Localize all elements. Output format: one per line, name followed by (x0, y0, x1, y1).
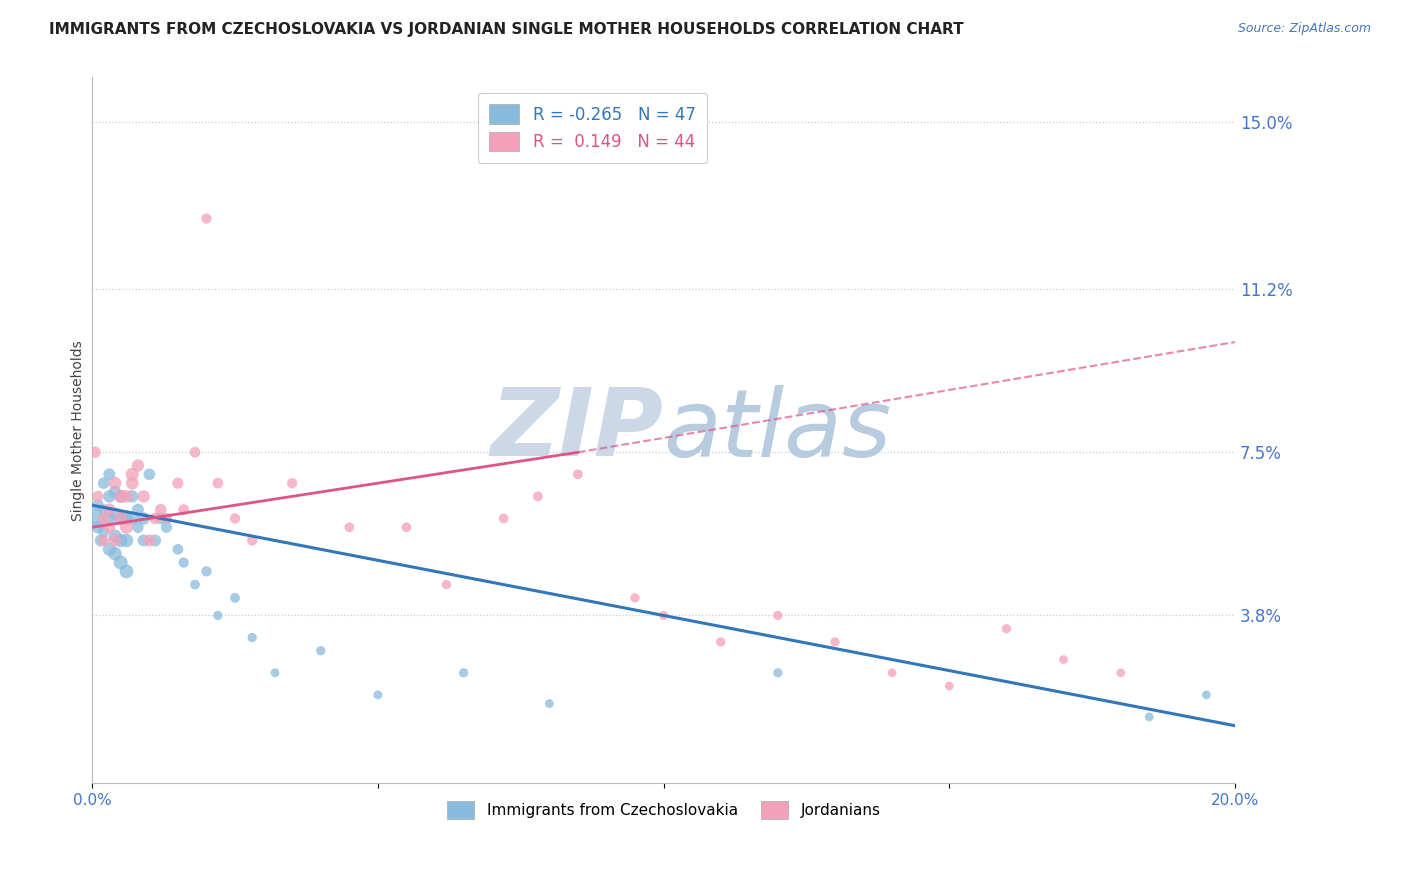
Point (104, 507, 127, 521)
Point (121, 489, 143, 503)
Point (110, 511, 132, 525)
Point (98, 520, 121, 534)
Point (98, 542, 121, 557)
Point (240, 533, 263, 548)
Point (115, 565, 138, 579)
Point (115, 489, 138, 503)
Point (121, 476, 143, 491)
Point (1109, 665, 1132, 680)
Point (93, 511, 115, 525)
Point (337, 520, 360, 534)
Point (87, 489, 110, 503)
Point (104, 485, 127, 500)
Point (395, 520, 418, 534)
Point (309, 644, 332, 658)
Point (538, 697, 561, 711)
Point (121, 467, 143, 482)
Point (93, 533, 115, 548)
Point (110, 489, 132, 503)
Point (766, 665, 789, 680)
Point (527, 489, 550, 503)
Point (766, 608, 789, 623)
Point (240, 631, 263, 645)
Point (195, 211, 218, 226)
Point (173, 556, 195, 570)
Point (207, 608, 229, 623)
Point (110, 511, 132, 525)
Point (224, 511, 246, 525)
Point (281, 476, 304, 491)
Point (115, 520, 138, 534)
Point (167, 476, 190, 491)
Point (436, 577, 458, 591)
Y-axis label: Single Mother Households: Single Mother Households (72, 340, 86, 521)
Point (90, 533, 112, 548)
Point (115, 533, 138, 548)
Point (127, 458, 149, 473)
Point (98, 467, 121, 482)
Point (110, 533, 132, 548)
Point (121, 511, 143, 525)
Point (104, 529, 127, 543)
Point (104, 533, 127, 548)
Point (167, 542, 190, 557)
Point (138, 467, 160, 482)
Point (93, 502, 115, 516)
Text: ZIP: ZIP (491, 384, 664, 476)
Point (132, 511, 155, 525)
Point (143, 511, 166, 525)
Point (127, 502, 149, 516)
Point (624, 591, 647, 605)
Point (132, 489, 155, 503)
Point (367, 688, 389, 702)
Point (115, 511, 138, 525)
Point (155, 511, 177, 525)
Point (567, 467, 589, 482)
Point (110, 489, 132, 503)
Point (824, 635, 846, 649)
Point (184, 445, 207, 459)
Point (110, 556, 132, 570)
Point (264, 665, 287, 680)
Point (938, 679, 960, 693)
Point (1195, 688, 1218, 702)
Point (87, 520, 110, 534)
Point (127, 520, 149, 534)
Point (882, 665, 904, 680)
Point (1052, 652, 1074, 666)
Point (98, 502, 121, 516)
Point (652, 608, 675, 623)
Point (207, 476, 229, 491)
Point (155, 520, 177, 534)
Point (104, 547, 127, 561)
Point (138, 533, 160, 548)
Point (1137, 710, 1160, 724)
Point (453, 665, 475, 680)
Legend: Immigrants from Czechoslovakia, Jordanians: Immigrants from Czechoslovakia, Jordania… (440, 795, 886, 825)
Point (995, 622, 1018, 636)
Text: atlas: atlas (664, 384, 891, 475)
Point (93, 476, 115, 491)
Point (195, 565, 218, 579)
Point (98, 489, 121, 503)
Point (132, 533, 155, 548)
Text: IMMIGRANTS FROM CZECHOSLOVAKIA VS JORDANIAN SINGLE MOTHER HOUSEHOLDS CORRELATION: IMMIGRANTS FROM CZECHOSLOVAKIA VS JORDAN… (49, 22, 965, 37)
Point (87, 498, 110, 512)
Point (224, 591, 246, 605)
Point (492, 511, 515, 525)
Point (173, 502, 195, 516)
Point (184, 577, 207, 591)
Point (93, 524, 115, 539)
Point (84, 511, 107, 525)
Point (149, 502, 172, 516)
Point (710, 635, 733, 649)
Point (98, 511, 121, 525)
Point (149, 511, 172, 525)
Text: Source: ZipAtlas.com: Source: ZipAtlas.com (1237, 22, 1371, 36)
Point (143, 533, 166, 548)
Point (84, 445, 107, 459)
Point (104, 476, 127, 491)
